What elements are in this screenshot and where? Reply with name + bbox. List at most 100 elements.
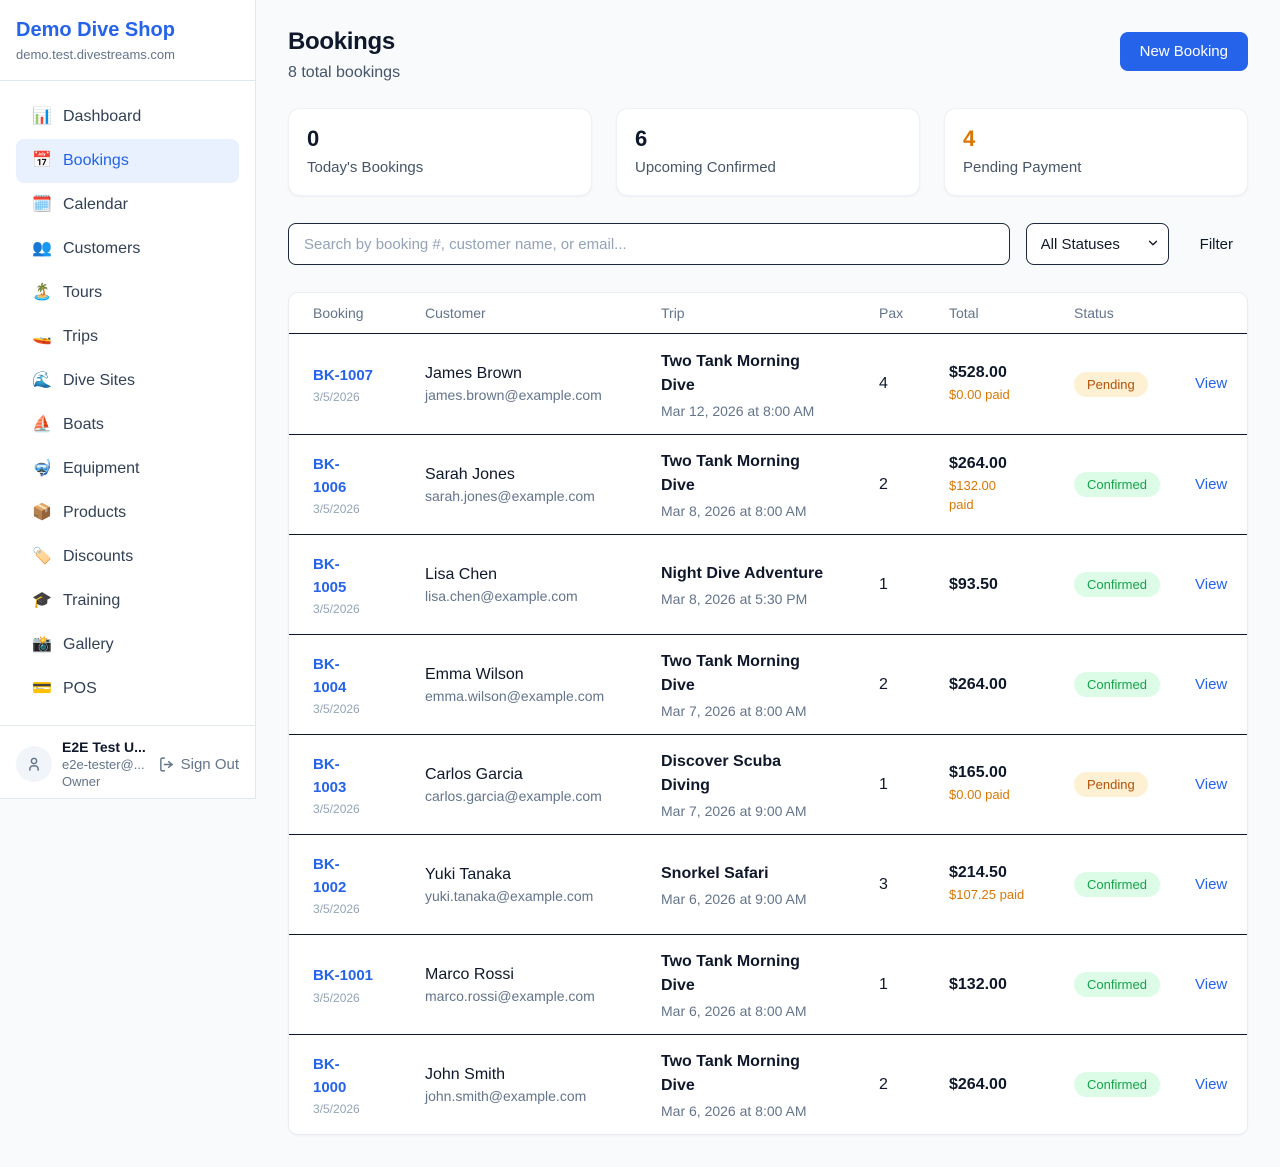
status-badge: Confirmed bbox=[1074, 972, 1160, 997]
pax-count: 2 bbox=[879, 475, 888, 493]
customer-name: Lisa Chen bbox=[425, 565, 498, 583]
sidebar-item-calendar[interactable]: 🗓️ Calendar bbox=[16, 183, 239, 227]
booking-id-link[interactable]: BK- 1004 bbox=[313, 655, 347, 696]
column-header-trip: Trip bbox=[661, 305, 685, 321]
booking-id-link[interactable]: BK- 1006 bbox=[313, 455, 347, 496]
booking-id-link[interactable]: BK- 1003 bbox=[313, 755, 347, 796]
stat-label: Today's Bookings bbox=[307, 159, 424, 176]
sidebar-item-customers[interactable]: 👥 Customers bbox=[16, 227, 239, 271]
products-icon: 📦 bbox=[32, 504, 52, 521]
table-row: BK- 1004 3/5/2026 Emma Wilson emma.wilson@ex… bbox=[289, 634, 1247, 734]
table-row: BK- 1002 3/5/2026 Yuki Tanaka yuki.tanaka@ex… bbox=[289, 834, 1247, 934]
sidebar-item-tours[interactable]: 🏝️ Tours bbox=[16, 271, 239, 315]
trip-name: Two Tank Morning Dive bbox=[661, 1053, 800, 1094]
trips-icon: 🚤 bbox=[32, 328, 52, 345]
sign-out-button[interactable]: Sign Out bbox=[158, 756, 239, 773]
calendar-icon: 🗓️ bbox=[32, 196, 52, 213]
total-amount: $214.50 bbox=[949, 864, 1007, 882]
trip-datetime: Mar 12, 2026 at 8:00 AM bbox=[661, 402, 815, 419]
sidebar: Demo Dive Shop demo.test.divestreams.com… bbox=[0, 0, 256, 799]
trip-name: Night Dive Adventure bbox=[661, 565, 824, 582]
main-content: Bookings 8 total bookings New Booking 0 T… bbox=[256, 0, 1280, 1167]
pax-count: 2 bbox=[879, 675, 888, 693]
page-title: Bookings bbox=[288, 28, 395, 55]
tours-icon: 🏝️ bbox=[32, 284, 52, 301]
sidebar-item-products[interactable]: 📦 Products bbox=[16, 491, 239, 535]
view-link[interactable]: View bbox=[1195, 575, 1228, 593]
view-link[interactable]: View bbox=[1195, 1075, 1228, 1093]
view-link[interactable]: View bbox=[1195, 975, 1228, 993]
trip-name: Snorkel Safari bbox=[661, 865, 769, 882]
bookings-table: Booking Customer Trip Pax Total Status BK-100… bbox=[288, 292, 1248, 1135]
booking-id-link[interactable]: BK- 1005 bbox=[313, 555, 347, 596]
sign-out-label: Sign Out bbox=[180, 755, 239, 773]
trip-datetime: Mar 8, 2026 at 5:30 PM bbox=[661, 591, 808, 607]
table-row: BK- 1003 3/5/2026 Carlos Garcia carlos.garci… bbox=[289, 734, 1247, 834]
total-amount: $264.00 bbox=[949, 1075, 1007, 1093]
view-link[interactable]: View bbox=[1195, 675, 1228, 693]
booking-id-link[interactable]: BK- 1002 bbox=[313, 855, 347, 896]
customer-email: lisa.chen@example.com bbox=[425, 587, 578, 604]
view-link[interactable]: View bbox=[1195, 775, 1228, 793]
sidebar-item-label: Products bbox=[63, 504, 127, 521]
column-header-status: Status bbox=[1074, 305, 1114, 321]
customer-email: yuki.tanaka@example.com bbox=[425, 887, 594, 904]
sidebar-item-label: Dive Sites bbox=[63, 372, 136, 389]
sidebar-item-bookings[interactable]: 📅 Bookings bbox=[16, 139, 239, 183]
booking-date: 3/5/2026 bbox=[313, 1102, 360, 1117]
trip-datetime: Mar 6, 2026 at 8:00 AM bbox=[661, 1003, 807, 1019]
booking-id-link[interactable]: BK-1001 bbox=[313, 967, 374, 985]
sidebar-item-discounts[interactable]: 🏷️ Discounts bbox=[16, 535, 239, 579]
view-link[interactable]: View bbox=[1195, 475, 1228, 493]
booking-date: 3/5/2026 bbox=[313, 990, 360, 1005]
status-badge: Confirmed bbox=[1074, 1072, 1160, 1097]
status-badge: Pending bbox=[1074, 371, 1148, 397]
discounts-icon: 🏷️ bbox=[32, 548, 52, 565]
status-select[interactable]: All Statuses bbox=[1025, 223, 1169, 265]
view-link[interactable]: View bbox=[1195, 875, 1228, 893]
sign-out-icon bbox=[159, 756, 173, 772]
customer-name: Marco Rossi bbox=[425, 965, 514, 983]
filter-button[interactable]: Filter bbox=[1199, 235, 1233, 253]
new-booking-button[interactable]: New Booking bbox=[1119, 32, 1248, 71]
booking-id-link[interactable]: BK- 1000 bbox=[313, 1055, 347, 1096]
booking-date: 3/5/2026 bbox=[313, 502, 360, 517]
sidebar-item-equipment[interactable]: 🤿 Equipment bbox=[16, 447, 239, 491]
sidebar-item-boats[interactable]: ⛵ Boats bbox=[16, 403, 239, 447]
trip-name: Two Tank Morning Dive bbox=[661, 653, 800, 694]
booking-id-link[interactable]: BK-1007 bbox=[313, 366, 374, 384]
sidebar-item-pos[interactable]: 💳 POS bbox=[16, 667, 239, 711]
total-amount: $264.00 bbox=[949, 675, 1007, 693]
sidebar-item-gallery[interactable]: 📸 Gallery bbox=[16, 623, 239, 667]
status-badge: Confirmed bbox=[1074, 872, 1160, 897]
booking-date: 3/5/2026 bbox=[313, 390, 360, 405]
customer-name: Yuki Tanaka bbox=[425, 865, 511, 883]
customer-name: Emma Wilson bbox=[425, 665, 524, 683]
sidebar-item-dive-sites[interactable]: 🌊 Dive Sites bbox=[16, 359, 239, 403]
search-input[interactable] bbox=[288, 223, 1010, 265]
trip-datetime: Mar 7, 2026 at 8:00 AM bbox=[661, 703, 807, 719]
trip-datetime: Mar 6, 2026 at 9:00 AM bbox=[661, 891, 807, 907]
stat-label: Pending Payment bbox=[963, 159, 1082, 176]
sidebar-item-training[interactable]: 🎓 Training bbox=[16, 579, 239, 623]
customer-name: Carlos Garcia bbox=[425, 765, 523, 783]
sidebar-item-dashboard[interactable]: 📊 Dashboard bbox=[16, 95, 239, 139]
paid-amount: $0.00 paid bbox=[949, 787, 1010, 803]
sidebar-item-label: Discounts bbox=[63, 548, 134, 565]
customer-name: John Smith bbox=[425, 1065, 506, 1083]
trip-name: Two Tank Morning Dive bbox=[661, 352, 800, 394]
booking-date: 3/5/2026 bbox=[313, 902, 360, 917]
stat-card: 4 Pending Payment bbox=[944, 108, 1248, 196]
dashboard-icon: 📊 bbox=[32, 108, 52, 125]
sidebar-item-trips[interactable]: 🚤 Trips bbox=[16, 315, 239, 359]
customers-icon: 👥 bbox=[32, 240, 52, 257]
table-row: BK- 1005 3/5/2026 Lisa Chen lisa.chen@exampl… bbox=[289, 534, 1247, 634]
customer-email: sarah.jones@example.com bbox=[425, 487, 595, 504]
stat-value: 0 bbox=[307, 126, 320, 151]
brand-name: Demo Dive Shop bbox=[16, 19, 175, 41]
booking-date: 3/5/2026 bbox=[313, 802, 360, 817]
customer-name: James Brown bbox=[425, 365, 522, 382]
status-badge: Confirmed bbox=[1074, 572, 1160, 597]
sidebar-item-label: Training bbox=[63, 592, 121, 609]
view-link[interactable]: View bbox=[1195, 375, 1228, 392]
